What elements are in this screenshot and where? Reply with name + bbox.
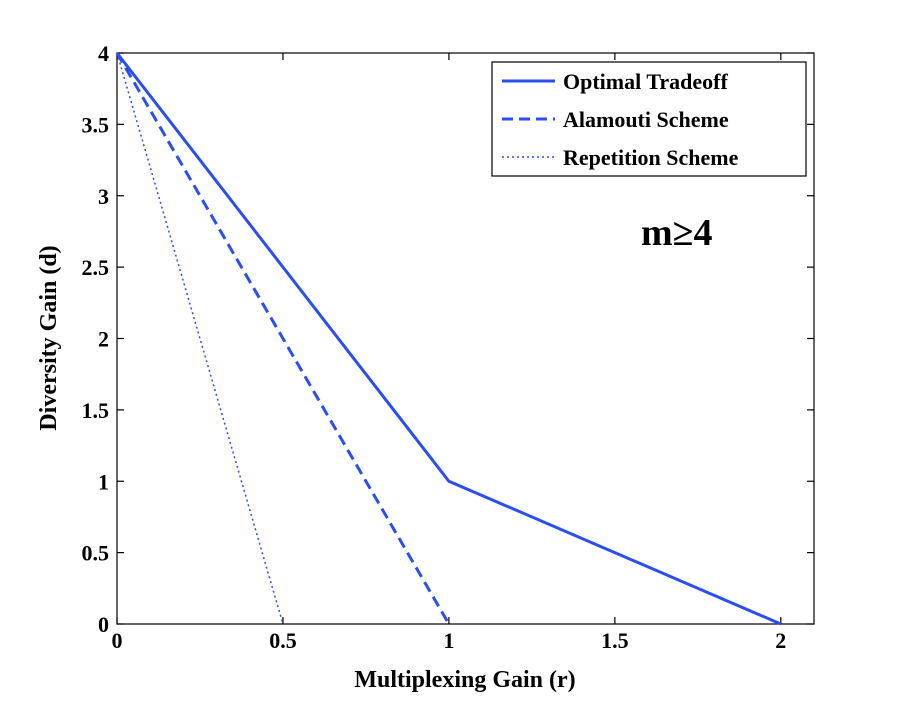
x-tick-label: 1.5 [601,628,629,653]
x-axis-label: Multiplexing Gain (r) [354,667,575,693]
x-tick-label: 0.5 [269,628,297,653]
legend-label-alamouti-scheme: Alamouti Scheme [563,107,729,132]
y-tick-label: 1.5 [82,398,110,423]
x-tick-label: 0 [112,628,123,653]
y-tick-label: 2.5 [82,255,110,280]
x-tick-label: 2 [775,628,786,653]
y-axis: 0 0.5 1 1.5 2 2.5 3 3.5 4 [82,41,814,637]
y-tick-label: 0.5 [82,541,110,566]
y-tick-label: 2 [98,327,109,352]
y-tick-label: 4 [98,41,109,66]
x-axis: 0 0.5 1 1.5 2 [112,53,786,653]
y-tick-label: 0 [98,612,109,637]
x-tick-label: 1 [443,628,454,653]
series-group [115,52,782,626]
series-line-alamouti-scheme [115,52,451,625]
y-tick-label: 3.5 [82,112,110,137]
y-tick-label: 3 [98,184,109,209]
y-tick-label: 1 [98,469,109,494]
legend: Optimal Tradeoff Alamouti Scheme Repetit… [491,61,807,177]
legend-label-repetition-scheme: Repetition Scheme [563,145,739,170]
series-line-optimal-tradeoff [115,52,782,626]
legend-label-optimal-tradeoff: Optimal Tradeoff [563,69,728,94]
series-line-repetition-scheme [116,52,284,625]
y-axis-label: Diversity Gain (d) [36,245,62,430]
annotation-m-ge-4: m≥4 [641,212,713,254]
